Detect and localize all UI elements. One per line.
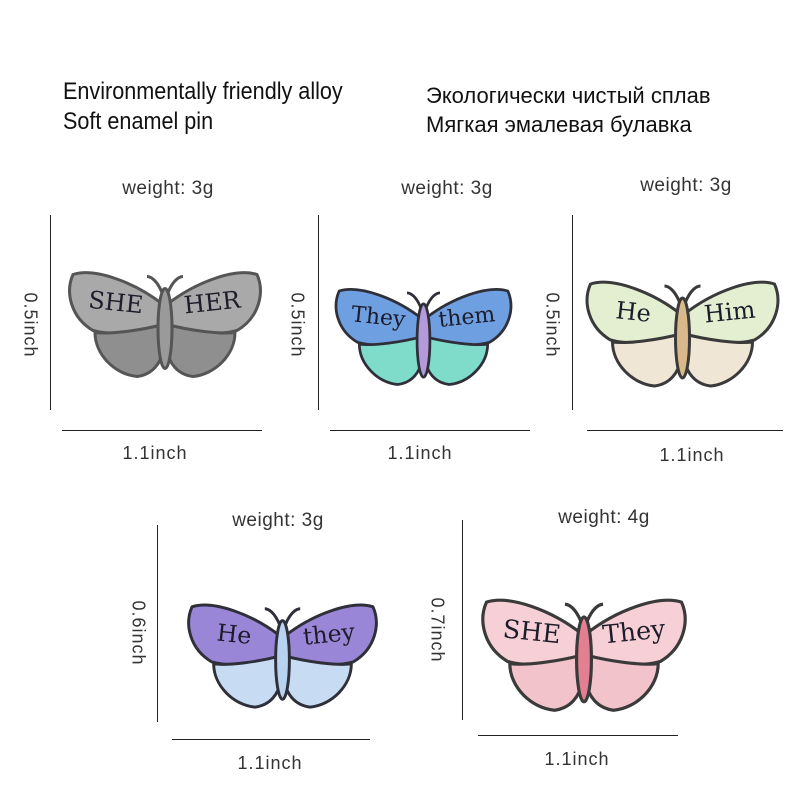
lower-right-wing bbox=[683, 332, 754, 388]
butterfly-body bbox=[674, 296, 691, 380]
width-dimension-line bbox=[478, 735, 678, 736]
butterfly-body bbox=[415, 302, 432, 379]
antennae bbox=[264, 607, 301, 626]
height-label: 0.5inch bbox=[20, 292, 41, 358]
butterfly-pin-image: He Him bbox=[585, 280, 780, 388]
lower-right-wing bbox=[423, 335, 490, 386]
height-dimension-line bbox=[157, 525, 158, 722]
butterfly-pin-image: SHE HER bbox=[68, 271, 262, 378]
lower-left-wing bbox=[508, 653, 584, 712]
height-label: 0.6inch bbox=[128, 600, 149, 666]
width-dimension-line bbox=[587, 430, 783, 431]
height-dimension-line bbox=[572, 215, 573, 410]
pin-right-word: them bbox=[437, 302, 496, 333]
butterfly-body bbox=[574, 615, 594, 704]
weight-label: weight: 4g bbox=[558, 507, 650, 528]
width-dimension-line bbox=[62, 430, 262, 431]
pin-left-word: They bbox=[350, 302, 407, 333]
lower-left-wing bbox=[212, 654, 283, 709]
lower-left-wing bbox=[357, 335, 424, 386]
height-label: 0.7inch bbox=[427, 597, 448, 663]
pin-left-word: He bbox=[614, 296, 652, 328]
lower-right-wing bbox=[282, 654, 353, 709]
butterfly-pin-image: They them bbox=[334, 288, 513, 386]
antennae bbox=[406, 291, 441, 309]
height-label: 0.5inch bbox=[542, 292, 563, 358]
material-text-ru: Экологически чистый сплав bbox=[426, 83, 711, 108]
lower-left-wing bbox=[93, 323, 165, 378]
material-text-en: Environmentally friendly alloy bbox=[63, 78, 343, 105]
weight-label: weight: 3g bbox=[401, 178, 493, 199]
butterfly-body bbox=[274, 619, 291, 701]
weight-label: weight: 3g bbox=[232, 510, 324, 531]
butterfly-pin-image: He they bbox=[187, 603, 378, 709]
type-text-ru: Мягкая эмалевая булавка bbox=[426, 112, 692, 137]
pin-right-word: HER bbox=[183, 286, 243, 320]
width-label: 1.1inch bbox=[544, 749, 610, 769]
width-dimension-line bbox=[172, 739, 370, 740]
type-text-en: Soft enamel pin bbox=[63, 108, 214, 135]
enamel-pin: He they bbox=[175, 595, 390, 713]
lower-left-wing bbox=[611, 332, 682, 388]
width-label: 1.1inch bbox=[659, 445, 725, 465]
pin-right-word: Him bbox=[703, 295, 757, 328]
weight-label: weight: 3g bbox=[122, 178, 214, 199]
lower-right-wing bbox=[584, 653, 660, 712]
butterfly-pin-image: SHE They bbox=[481, 598, 687, 712]
pin-right-word: they bbox=[302, 618, 357, 651]
antennae bbox=[146, 275, 184, 294]
enamel-pin: SHE HER bbox=[65, 245, 265, 400]
butterfly-body bbox=[156, 287, 174, 370]
height-dimension-line bbox=[50, 215, 51, 410]
lower-right-wing bbox=[165, 323, 237, 378]
height-label: 0.5inch bbox=[287, 292, 308, 358]
height-dimension-line bbox=[318, 215, 319, 410]
pin-left-word: He bbox=[216, 619, 253, 650]
width-dimension-line bbox=[330, 430, 530, 431]
antennae bbox=[664, 284, 701, 303]
antennae bbox=[564, 602, 604, 622]
width-label: 1.1inch bbox=[237, 753, 303, 773]
weight-label: weight: 3g bbox=[640, 175, 732, 196]
enamel-pin: SHE They bbox=[478, 583, 690, 723]
width-label: 1.1inch bbox=[387, 443, 453, 463]
enamel-pin: They them bbox=[322, 280, 525, 390]
height-dimension-line bbox=[462, 520, 463, 720]
pin-left-word: SHE bbox=[501, 613, 562, 649]
enamel-pin: He Him bbox=[580, 272, 785, 392]
pin-left-word: SHE bbox=[87, 286, 145, 320]
width-label: 1.1inch bbox=[122, 443, 188, 463]
pin-right-word: They bbox=[601, 613, 667, 649]
